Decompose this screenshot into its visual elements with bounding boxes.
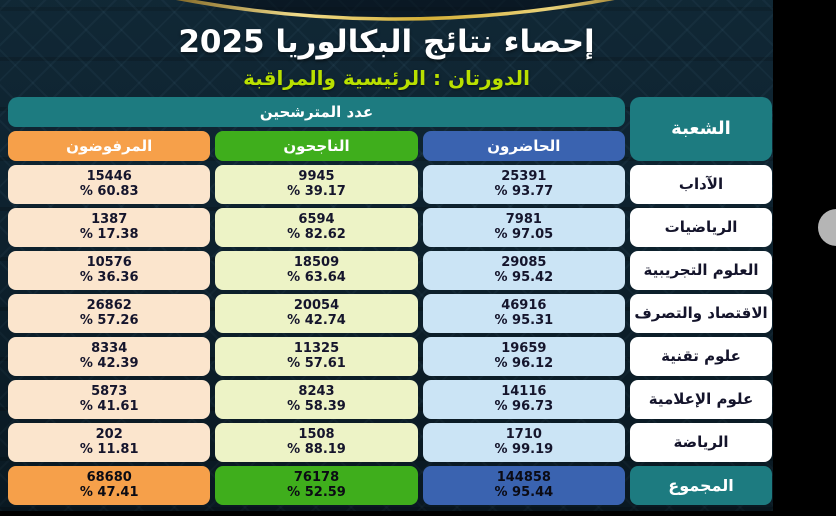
branch-column-header: الشعبة [630,97,772,161]
data-cell-present: 7981% 97.05 [422,208,625,247]
column-header-present: الحاضرون [422,131,625,161]
data-cell-present: 25391% 93.77 [422,165,625,204]
percentage-value: % 41.61 [79,399,139,414]
results-table: عدد المترشحين الشعبة الحاضرون الناجحون ا… [8,97,772,505]
candidate-count: 10576 [86,254,132,270]
percentage-value: % 60.83 [79,184,139,199]
candidate-count: 25391 [501,168,547,184]
gold-arc-decoration [176,0,615,21]
side-panel-handle[interactable] [818,209,836,246]
data-cell-refused: 1387% 17.38 [8,208,211,247]
percentage-value: % 36.36 [79,270,139,285]
candidate-count: 8243 [298,383,335,399]
data-cell-present: 19659% 96.12 [422,337,625,376]
candidate-count: 46916 [501,297,547,313]
branch-cell: علوم تقنية [630,337,772,376]
percentage-value: % 95.44 [494,485,554,500]
data-cell-passed: 11325% 57.61 [215,337,418,376]
page-title: إحصاء نتائج البكالوريا 2025 [178,24,595,60]
data-cell-refused: 15446% 60.83 [8,165,211,204]
candidate-count: 20054 [293,297,340,313]
candidate-count: 144858 [496,469,551,485]
candidate-count: 26862 [86,297,132,313]
percentage-value: % 17.38 [79,227,139,242]
candidate-count: 1508 [298,426,335,442]
percentage-value: % 42.39 [79,356,139,371]
candidate-count: 19659 [501,340,547,356]
percentage-value: % 82.62 [287,227,346,242]
percentage-value: % 39.17 [287,184,346,199]
candidate-count: 6594 [298,211,335,227]
data-cell-present: 46916% 95.31 [422,294,625,333]
data-cell-passed: 76178% 52.59 [215,466,418,505]
candidates-count-header: عدد المترشحين [8,97,625,127]
candidate-count: 202 [95,426,123,442]
candidate-count: 76178 [293,469,340,485]
page-subtitle: الدورتان : الرئيسية والمراقبة [243,66,530,90]
data-cell-refused: 26862% 57.26 [8,294,211,333]
branch-cell: الاقتصاد والتصرف [630,294,772,333]
percentage-value: % 63.64 [287,270,346,285]
data-cell-present: 29085% 95.42 [422,251,625,290]
infographic-canvas: إحصاء نتائج البكالوريا 2025 الدورتان : ا… [0,0,773,511]
total-row-label: المجموع [630,466,772,505]
candidate-count: 11325 [293,340,340,356]
data-cell-present: 14116% 96.73 [422,380,625,419]
candidate-count: 29085 [501,254,547,270]
data-cell-present: 144858% 95.44 [422,466,625,505]
data-cell-present: 1710% 99.19 [422,423,625,462]
data-cell-refused: 5873% 41.61 [8,380,211,419]
data-cell-refused: 10576% 36.36 [8,251,211,290]
column-header-refused: المرفوضون [8,131,211,161]
candidate-count: 15446 [86,168,132,184]
percentage-value: % 58.39 [287,399,346,414]
percentage-value: % 57.26 [79,313,139,328]
candidate-count: 9945 [298,168,335,184]
candidate-count: 8334 [91,340,128,356]
percentage-value: % 47.41 [79,485,139,500]
data-cell-passed: 18509% 63.64 [215,251,418,290]
data-cell-refused: 8334% 42.39 [8,337,211,376]
branch-cell: علوم الإعلامية [630,380,772,419]
percentage-value: % 11.81 [79,442,139,457]
percentage-value: % 96.12 [494,356,554,371]
percentage-value: % 93.77 [494,184,554,199]
percentage-value: % 52.59 [287,485,346,500]
percentage-value: % 97.05 [494,227,554,242]
percentage-value: % 99.19 [494,442,554,457]
candidate-count: 68680 [86,469,132,485]
percentage-value: % 88.19 [287,442,346,457]
data-cell-refused: 202% 11.81 [8,423,211,462]
candidate-count: 1387 [91,211,128,227]
percentage-value: % 96.73 [494,399,554,414]
branch-cell: الآداب [630,165,772,204]
percentage-value: % 57.61 [287,356,346,371]
branch-cell: الرياضة [630,423,772,462]
percentage-value: % 42.74 [287,313,346,328]
percentage-value: % 95.42 [494,270,554,285]
column-header-passed: الناجحون [215,131,418,161]
branch-cell: العلوم التجريبية [630,251,772,290]
data-cell-passed: 9945% 39.17 [215,165,418,204]
data-cell-passed: 6594% 82.62 [215,208,418,247]
candidate-count: 5873 [91,383,128,399]
branch-cell: الرياضيات [630,208,772,247]
data-cell-passed: 1508% 88.19 [215,423,418,462]
data-cell-passed: 8243% 58.39 [215,380,418,419]
percentage-value: % 95.31 [494,313,554,328]
data-cell-passed: 20054% 42.74 [215,294,418,333]
candidate-count: 1710 [505,426,542,442]
data-cell-refused: 68680% 47.41 [8,466,211,505]
candidate-count: 7981 [505,211,542,227]
candidate-count: 14116 [501,383,547,399]
candidate-count: 18509 [293,254,340,270]
